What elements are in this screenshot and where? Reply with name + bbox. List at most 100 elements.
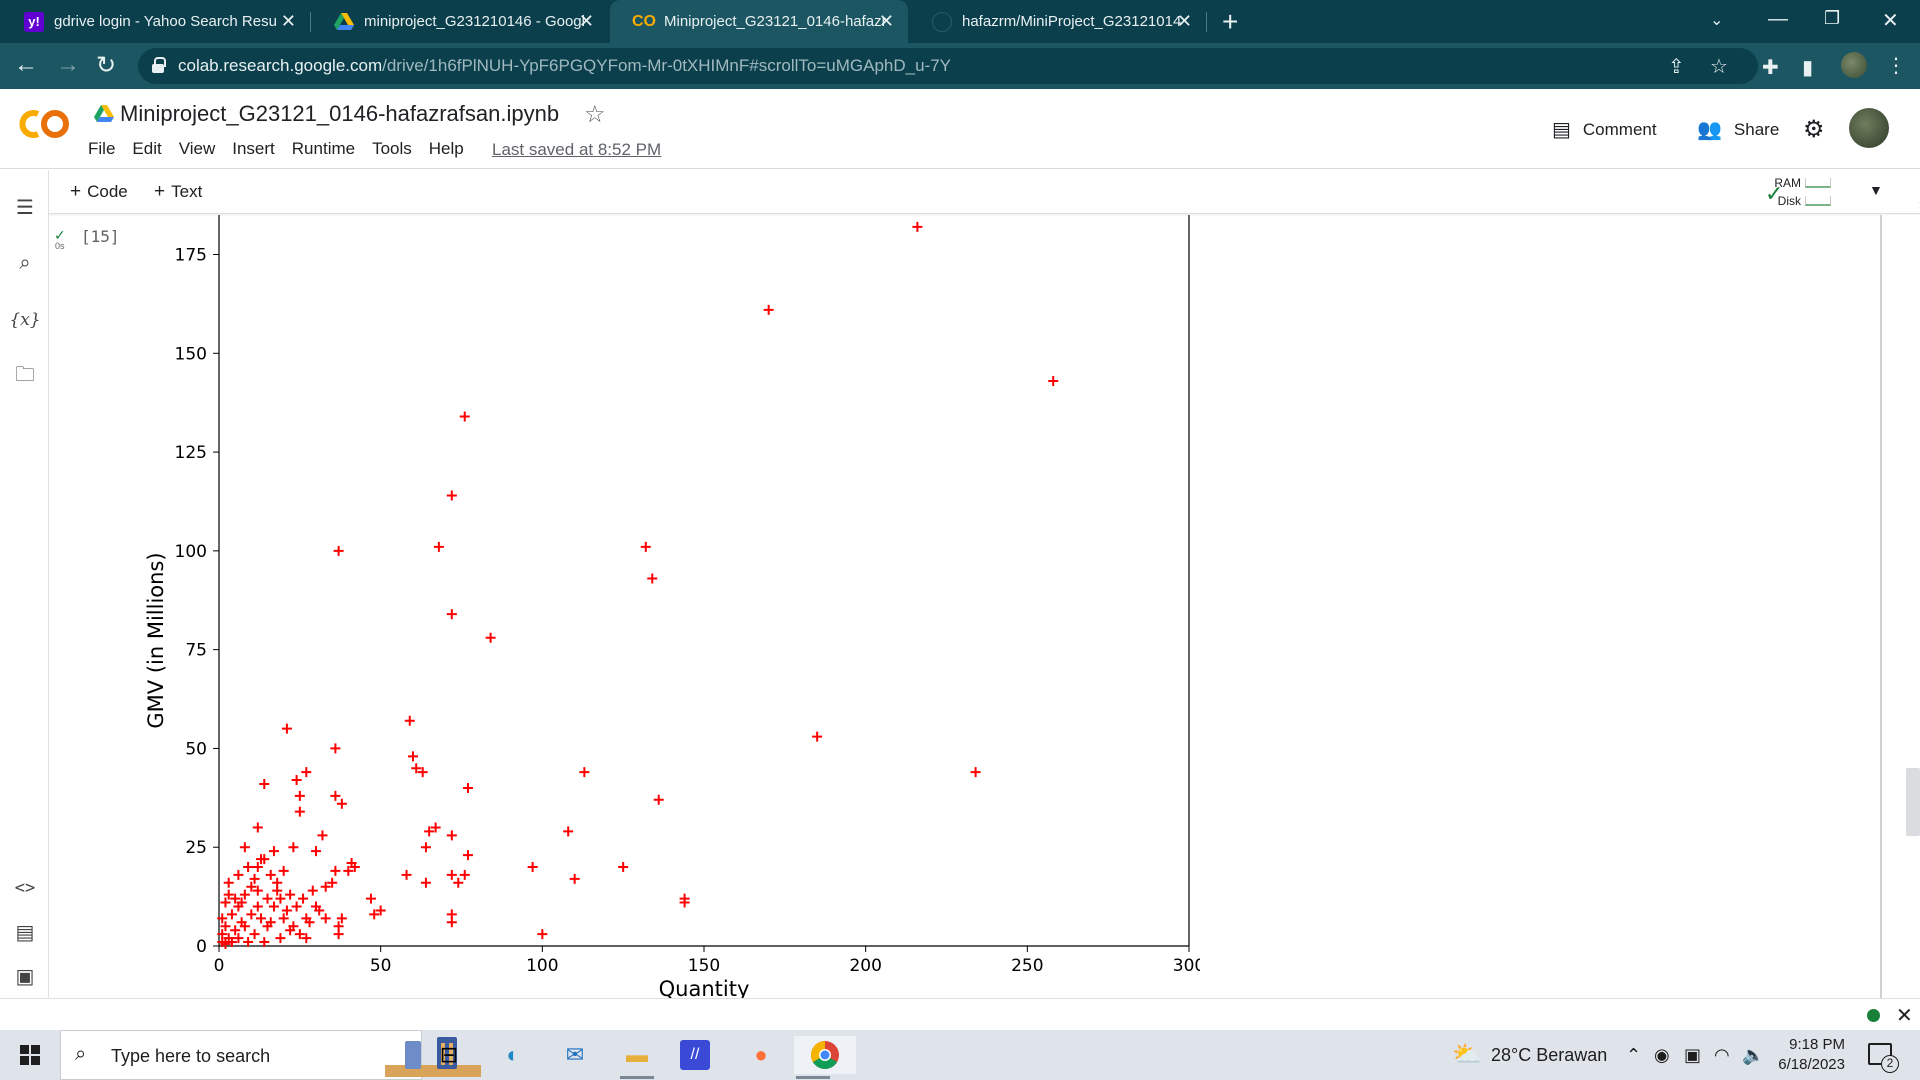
data-point — [285, 925, 296, 936]
share-label: Share — [1733, 119, 1780, 139]
y-tick-label: 25 — [185, 838, 207, 858]
comment-button[interactable]: ▤ Comment — [1552, 117, 1657, 142]
search-icon[interactable]: ⌕ — [19, 251, 31, 274]
google-drive-icon[interactable] — [94, 105, 114, 123]
app-m-icon[interactable]: // — [680, 1040, 710, 1070]
comment-icon: ▤ — [1552, 119, 1571, 141]
close-icon[interactable]: ✕ — [1176, 11, 1192, 31]
tray-chevron-up-icon[interactable]: ⌃ — [1626, 1045, 1642, 1065]
x-tick-label: 300 — [1173, 956, 1200, 976]
menu-bar: File Edit View Insert Runtime Tools Help — [88, 139, 481, 159]
wifi-icon[interactable]: ◠ — [1714, 1045, 1730, 1065]
back-arrow-icon[interactable]: ← — [14, 51, 38, 78]
tab-colab-notebook[interactable]: CO Miniproject_G23121_0146-hafazr ✕ — [610, 0, 908, 43]
data-point — [417, 767, 428, 778]
star-icon[interactable]: ☆ — [584, 101, 606, 128]
close-icon[interactable]: ✕ — [878, 11, 894, 31]
data-point — [301, 767, 312, 778]
reload-icon[interactable]: ↻ — [96, 52, 117, 79]
data-point — [679, 897, 690, 908]
tab-title: gdrive login - Yahoo Search Resu — [54, 13, 276, 30]
share-page-icon[interactable]: ⇪ — [1668, 56, 1685, 78]
colab-header: Miniproject_G23121_0146-hafazrafsan.ipyn… — [0, 89, 1920, 169]
minimize-icon[interactable]: — — [1768, 8, 1788, 30]
data-point — [304, 917, 315, 928]
data-point — [365, 893, 376, 904]
y-tick-label: 50 — [185, 739, 207, 759]
browser-tab-strip: y! gdrive login - Yahoo Search Resu ✕ mi… — [0, 0, 1920, 43]
tab-github[interactable]: hafazrm/MiniProject_G23121014 ✕ — [908, 0, 1206, 43]
data-point — [223, 877, 234, 888]
more-menu-icon[interactable]: ⋮ — [1886, 55, 1906, 77]
tray-record-icon[interactable]: ◉ — [1654, 1045, 1670, 1065]
x-tick-label: 250 — [1011, 956, 1043, 976]
extensions-puzzle-icon[interactable]: ✚ — [1762, 57, 1779, 79]
bookmark-star-icon[interactable]: ☆ — [1710, 56, 1728, 78]
share-button[interactable]: 👥 Share — [1697, 117, 1779, 142]
taskbar-clock[interactable]: 9:18 PM 6/18/2023 — [1775, 1035, 1845, 1075]
weather-text[interactable]: 28°C Berawan — [1491, 1045, 1608, 1065]
volume-icon[interactable]: 🔈 — [1742, 1045, 1765, 1065]
notification-center-icon[interactable] — [1868, 1043, 1892, 1065]
menu-file[interactable]: File — [88, 139, 116, 158]
run-success-check-icon[interactable]: ✓ — [54, 227, 66, 243]
command-palette-icon[interactable]: ▤ — [15, 921, 35, 944]
profile-avatar[interactable] — [1841, 52, 1867, 78]
menu-help[interactable]: Help — [428, 139, 464, 158]
code-snippets-icon[interactable]: <> — [14, 878, 36, 898]
menu-view[interactable]: View — [178, 139, 216, 158]
window-close-icon[interactable]: ✕ — [1882, 10, 1899, 32]
windows-start-icon[interactable] — [20, 1045, 40, 1065]
task-view-icon[interactable]: ⊟ — [439, 1042, 459, 1067]
close-icon[interactable]: ✕ — [280, 11, 296, 31]
tab-yahoo-search[interactable]: y! gdrive login - Yahoo Search Resu ✕ — [0, 0, 310, 43]
data-point — [453, 877, 464, 888]
tray-camera-icon[interactable]: ▣ — [1684, 1045, 1702, 1065]
data-point — [462, 782, 473, 793]
colab-logo[interactable] — [16, 107, 72, 141]
gear-icon[interactable]: ⚙ — [1803, 116, 1825, 143]
terminal-icon[interactable]: ▣ — [15, 965, 35, 988]
output-scrollbar-thumb[interactable] — [1906, 768, 1920, 836]
data-point — [223, 889, 234, 900]
variables-icon[interactable]: {x} — [9, 310, 41, 330]
menu-runtime[interactable]: Runtime — [291, 139, 356, 158]
data-point — [278, 913, 289, 924]
taskbar-search-box[interactable]: ⌕ Type here to search — [60, 1030, 481, 1080]
folder-icon[interactable]: 🗀 — [15, 364, 35, 386]
output-scrollbar-track[interactable] — [1880, 215, 1920, 998]
table-of-contents-icon[interactable]: ☰ — [16, 196, 34, 219]
firefox-icon[interactable]: ● — [754, 1042, 768, 1067]
mail-icon[interactable]: ✉ — [565, 1042, 585, 1067]
new-tab-plus-icon[interactable]: + — [1222, 6, 1239, 37]
add-code-button[interactable]: + Code — [70, 181, 128, 203]
close-icon[interactable]: ✕ — [1896, 1005, 1913, 1027]
last-saved-link[interactable]: Last saved at 8:52 PM — [492, 140, 662, 159]
account-avatar[interactable] — [1849, 108, 1889, 148]
forward-arrow-icon[interactable]: → — [56, 51, 80, 78]
runtime-dropdown-icon[interactable]: ▼ — [1869, 182, 1883, 198]
tab-google-drive[interactable]: miniproject_G231210146 - Googl ✕ — [310, 0, 608, 43]
yahoo-icon: y! — [24, 11, 44, 32]
menu-insert[interactable]: Insert — [232, 139, 275, 158]
data-point — [239, 842, 250, 853]
file-explorer-icon[interactable]: ▬ — [618, 1036, 656, 1079]
data-point — [343, 865, 354, 876]
url-omnibox[interactable]: colab.research.google.com/drive/1h6fPlNU… — [138, 48, 1758, 84]
menu-tools[interactable]: Tools — [372, 139, 412, 158]
chrome-icon[interactable] — [794, 1036, 856, 1079]
restore-icon[interactable]: ❐ — [1824, 8, 1841, 28]
url-text[interactable]: colab.research.google.com/drive/1h6fPlNU… — [178, 56, 952, 75]
side-panel-icon[interactable]: ▮ — [1802, 57, 1814, 79]
edge-browser-icon[interactable]: ◐ — [506, 1042, 520, 1067]
tab-search-chevron-icon[interactable]: ⌄ — [1710, 12, 1724, 29]
data-point — [252, 822, 263, 833]
resource-monitor[interactable]: RAM Disk — [1769, 174, 1831, 210]
data-point — [275, 893, 286, 904]
data-point — [252, 901, 263, 912]
notebook-title[interactable]: Miniproject_G23121_0146-hafazrafsan.ipyn… — [120, 101, 560, 126]
menu-edit[interactable]: Edit — [132, 139, 162, 158]
weather-cloud-icon: ⛅ — [1452, 1041, 1482, 1068]
add-text-button[interactable]: + Text — [154, 181, 202, 203]
close-icon[interactable]: ✕ — [578, 11, 594, 31]
